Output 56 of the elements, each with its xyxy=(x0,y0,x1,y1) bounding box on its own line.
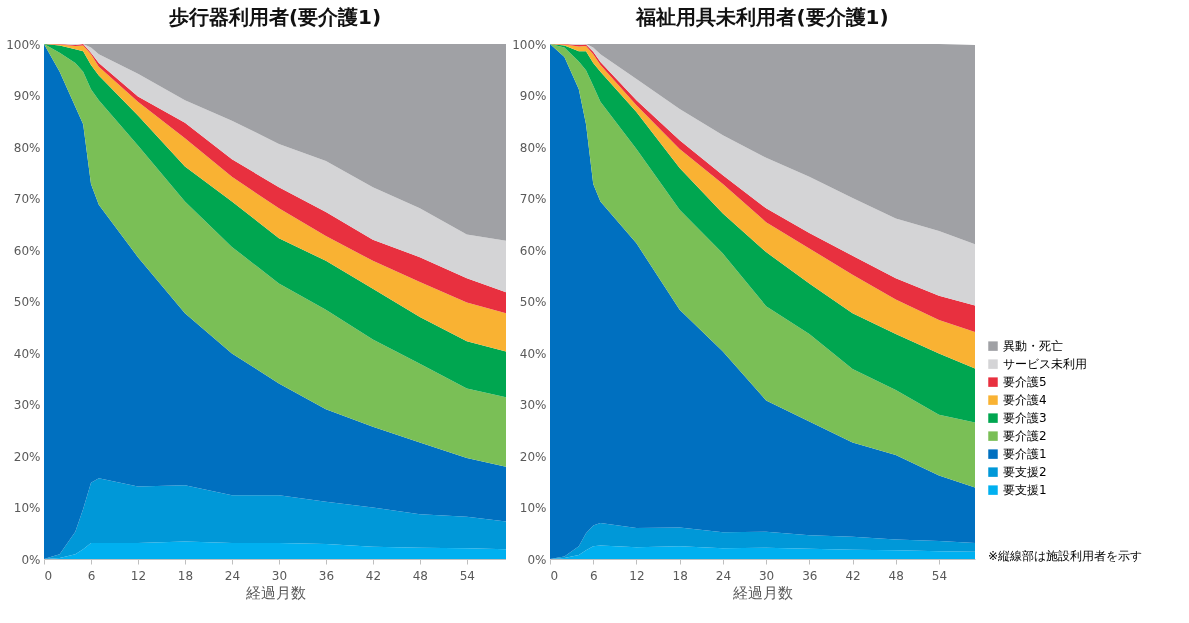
y-tick-label: 10% xyxy=(13,501,41,515)
x-tick-label: 54 xyxy=(931,568,948,583)
x-tick-label: 12 xyxy=(629,568,645,583)
y-tick-label: 40% xyxy=(519,346,547,361)
legend-label: 要介護4 xyxy=(1003,393,1047,408)
x-tick-label: 24 xyxy=(224,568,241,583)
x-axis-title: 経過月数 xyxy=(732,583,793,602)
y-tick-label: 100% xyxy=(512,37,547,52)
y-tick-label: 40% xyxy=(13,346,41,361)
legend-label: 要支援2 xyxy=(1003,465,1047,480)
y-tick-label: 100% xyxy=(6,37,41,52)
x-tick-label: 54 xyxy=(459,568,475,583)
y-tick-label: 80% xyxy=(519,140,547,155)
x-tick-label: 36 xyxy=(318,568,335,583)
x-tick-label: 0 xyxy=(550,568,559,583)
y-tick-label: 0% xyxy=(21,552,41,567)
y-tick-label: 70% xyxy=(13,192,41,206)
y-tick-label: 90% xyxy=(519,89,547,103)
chart-title: 福祉用具未利用者(要介護1) xyxy=(635,5,889,29)
y-tick-label: 30% xyxy=(13,398,41,412)
y-tick-label: 60% xyxy=(519,243,547,258)
legend-label: 要介護1 xyxy=(1003,447,1047,462)
x-tick-label: 42 xyxy=(365,568,382,583)
legend-label: 要介護3 xyxy=(1003,411,1047,426)
x-tick-label: 18 xyxy=(177,568,194,583)
legend-label: 要支援1 xyxy=(1003,483,1047,498)
legend-label: 要介護5 xyxy=(1003,375,1047,390)
x-tick-label: 42 xyxy=(845,568,861,583)
text: ※縦線部は施設利用者を示す xyxy=(988,548,1143,565)
y-tick-label: 50% xyxy=(13,295,41,309)
x-tick-label: 30 xyxy=(271,568,288,583)
x-tick-label: 30 xyxy=(758,568,775,583)
x-tick-label: 12 xyxy=(130,568,147,583)
y-tick-label: 70% xyxy=(519,192,547,206)
x-tick-label: 24 xyxy=(715,568,732,583)
y-tick-label: 80% xyxy=(13,140,41,155)
y-tick-label: 50% xyxy=(519,295,547,309)
y-tick-label: 10% xyxy=(519,501,547,515)
x-tick-label: 6 xyxy=(87,568,96,583)
y-tick-label: 60% xyxy=(13,243,41,258)
y-tick-label: 0% xyxy=(527,552,547,567)
x-tick-label: 18 xyxy=(672,568,688,583)
legend-label: 要介護2 xyxy=(1003,429,1047,444)
legend-label: 異動・死亡 xyxy=(1003,339,1063,354)
x-tick-label: 48 xyxy=(412,568,429,583)
legend-label: サービス未利用 xyxy=(1003,357,1087,372)
y-tick-label: 20% xyxy=(13,449,41,464)
chart-title: 歩行器利用者(要介護1) xyxy=(167,5,382,29)
y-tick-label: 30% xyxy=(519,398,547,412)
y-tick-label: 20% xyxy=(519,449,547,464)
x-axis-title: 経過月数 xyxy=(244,583,306,602)
x-tick-label: 36 xyxy=(802,568,818,583)
x-tick-label: 6 xyxy=(589,568,598,583)
x-tick-label: 0 xyxy=(44,568,53,583)
y-tick-label: 90% xyxy=(13,89,41,103)
x-tick-label: 48 xyxy=(888,568,904,583)
